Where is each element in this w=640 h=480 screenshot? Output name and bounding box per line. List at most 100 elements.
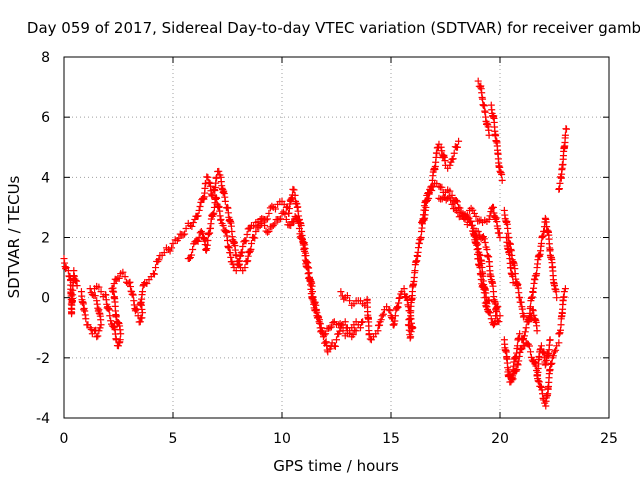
data-point (385, 306, 393, 314)
data-point (119, 268, 127, 276)
data-point (341, 318, 349, 326)
data-point (483, 303, 491, 311)
data-point (483, 246, 491, 254)
data-point (481, 238, 489, 246)
data-point (326, 324, 334, 332)
data-point (204, 237, 212, 245)
data-point (314, 312, 322, 320)
data-point (463, 211, 471, 219)
data-point (485, 297, 493, 305)
data-point (453, 198, 461, 206)
data-point (239, 243, 247, 251)
data-point (513, 366, 521, 374)
data-point (150, 270, 158, 278)
data-point (316, 320, 324, 328)
data-point (472, 212, 480, 220)
data-point (87, 289, 95, 297)
data-point (379, 310, 387, 318)
data-point (411, 267, 419, 275)
x-axis-label: GPS time / hours (273, 457, 399, 475)
data-point (448, 200, 456, 208)
data-point (556, 179, 564, 187)
data-point (561, 131, 569, 139)
data-point (446, 161, 454, 169)
data-point (343, 292, 351, 300)
data-point (155, 256, 163, 264)
data-point (428, 187, 436, 195)
data-point (87, 326, 95, 334)
data-point (552, 346, 560, 354)
data-point (533, 327, 541, 335)
data-point (337, 288, 345, 296)
data-point (487, 315, 495, 323)
data-point (546, 336, 554, 344)
data-point (521, 328, 529, 336)
data-point (194, 212, 202, 220)
data-point (561, 285, 569, 293)
y-axis-label: SDTVAR / TECUs (5, 175, 23, 298)
data-point (317, 324, 325, 332)
data-point (391, 312, 399, 320)
data-point (168, 244, 176, 252)
data-point (516, 330, 524, 338)
data-point (115, 274, 123, 282)
data-point (450, 149, 458, 157)
data-point (520, 312, 528, 320)
data-point (281, 210, 289, 218)
x-tick-label: 20 (491, 431, 509, 447)
data-point (194, 237, 202, 245)
data-point (258, 215, 266, 223)
data-point (456, 204, 464, 212)
data-point (469, 206, 477, 214)
data-point (475, 217, 483, 225)
data-point (166, 247, 174, 255)
data-point (551, 348, 558, 356)
y-tick-label: 2 (41, 231, 50, 247)
data-point (468, 221, 476, 229)
data-point (514, 361, 522, 369)
data-point (79, 300, 87, 308)
data-point (378, 312, 386, 320)
y-tick-label: -4 (36, 411, 50, 427)
data-point (338, 321, 346, 329)
data-point (455, 137, 463, 145)
data-point (221, 197, 229, 205)
data-point (470, 209, 478, 217)
data-point (247, 240, 255, 248)
data-point (546, 246, 554, 254)
data-point (466, 217, 474, 225)
data-point (359, 318, 367, 326)
data-point (386, 307, 394, 315)
data-point (486, 309, 494, 317)
data-point (527, 348, 535, 356)
data-point (293, 214, 301, 222)
data-point (438, 183, 446, 191)
data-point (95, 283, 103, 291)
data-point (265, 209, 273, 217)
data-point (205, 178, 213, 186)
data-point (480, 235, 488, 243)
data-point (315, 316, 323, 324)
data-point (525, 342, 533, 350)
data-point (189, 219, 197, 227)
y-tick-label: 6 (41, 110, 50, 126)
data-point (110, 280, 118, 288)
data-point (181, 230, 189, 238)
data-point (496, 234, 504, 241)
data-point (261, 221, 269, 229)
data-point (329, 319, 337, 327)
data-point (217, 215, 225, 223)
data-point (179, 231, 187, 239)
data-point (195, 206, 203, 214)
data-point (116, 336, 124, 344)
data-point (290, 186, 298, 194)
x-tick-label: 0 (60, 431, 69, 447)
data-point (519, 336, 527, 344)
data-point (340, 295, 348, 303)
data-point (476, 263, 484, 271)
data-point (349, 331, 357, 339)
data-point (160, 249, 168, 257)
data-point (208, 191, 216, 199)
x-tick-label: 5 (169, 431, 178, 447)
